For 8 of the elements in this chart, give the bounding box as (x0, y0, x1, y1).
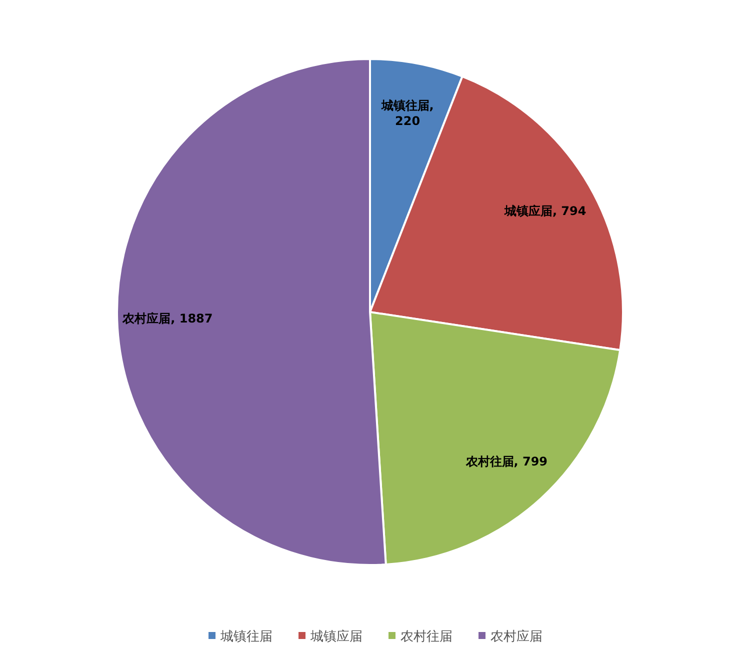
legend-label: 农村应届 (490, 628, 542, 645)
legend-label: 农村往届 (400, 630, 452, 645)
data-label: 城镇应届, 794 (503, 204, 586, 218)
data-label: 农村往届, 799 (464, 454, 548, 468)
data-label: 城镇往届, 220 (380, 98, 434, 128)
data-label: 农村应届, 1887 (122, 312, 213, 326)
legend-label: 城镇应届 (310, 628, 362, 645)
legend-label: 城镇往届 (220, 630, 272, 645)
